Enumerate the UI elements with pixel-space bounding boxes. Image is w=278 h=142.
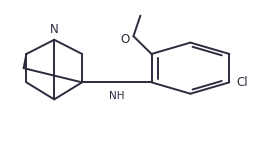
Text: N: N — [50, 23, 59, 36]
Text: Cl: Cl — [237, 76, 249, 89]
Text: O: O — [121, 33, 130, 46]
Text: NH: NH — [109, 91, 125, 101]
